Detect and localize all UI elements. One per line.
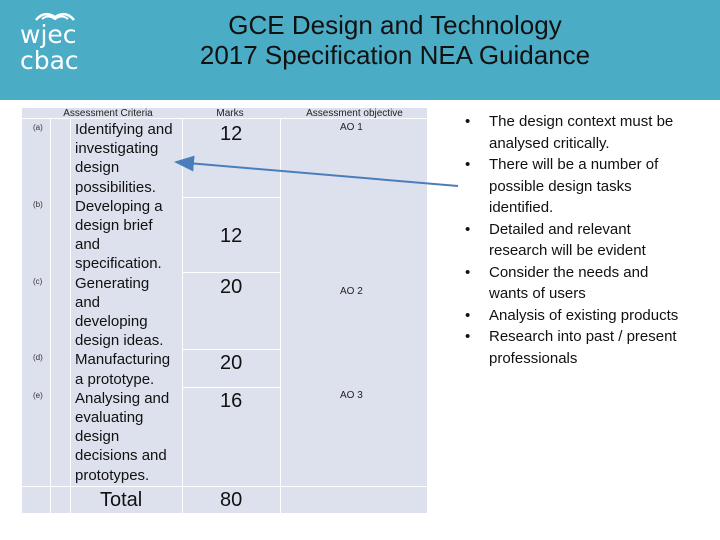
logo-book-icon — [35, 12, 75, 21]
page-title: GCE Design and Technology 2017 Specifica… — [150, 10, 640, 70]
table-divider — [280, 118, 281, 513]
logo-text-wjec: wjec — [20, 20, 77, 49]
bullet-line: Analysis of existing products — [489, 306, 679, 324]
criteria-line: developing — [75, 313, 148, 331]
criteria-line: a prototype. — [75, 370, 155, 388]
objective-ao1: AO 1 — [340, 122, 363, 133]
total-label: Total — [100, 489, 143, 511]
criteria-line: prototypes. — [75, 466, 150, 484]
bullet-item: • There will be a number of possible des… — [462, 154, 717, 219]
title-line-1: GCE Design and Technology — [228, 10, 562, 40]
criteria-line: Generating — [75, 274, 150, 292]
bullet-line: professionals — [489, 349, 578, 367]
bullet-item: • Detailed and relevant research will be… — [462, 219, 717, 262]
table-divider — [182, 272, 280, 273]
criteria-line: design — [75, 159, 120, 177]
table-divider — [22, 486, 427, 487]
header-assessment-criteria: Assessment Criteria — [63, 108, 153, 119]
marks-b: 12 — [220, 225, 243, 247]
criteria-line: design — [75, 428, 120, 446]
criteria-line: design ideas. — [75, 332, 164, 350]
marks-c: 20 — [220, 276, 243, 298]
criteria-line: evaluating — [75, 409, 144, 427]
criteria-line: investigating — [75, 140, 159, 158]
bullet-line: Consider the needs and — [489, 263, 649, 281]
criteria-line: specification. — [75, 255, 162, 273]
wjec-cbac-logo: wjec cbac — [20, 12, 90, 84]
table-divider — [70, 118, 71, 513]
criteria-line: Analysing and — [75, 389, 170, 407]
table-divider — [50, 118, 51, 513]
criteria-line: design brief — [75, 217, 153, 235]
header-banner: wjec cbac GCE Design and Technology 2017… — [0, 0, 720, 100]
guidance-bullet-list: • The design context must be analysed cr… — [462, 111, 717, 369]
objective-ao3: AO 3 — [340, 390, 363, 401]
row-letter-b: (b) — [33, 200, 43, 209]
header-marks: Marks — [216, 108, 244, 119]
marks-d: 20 — [220, 352, 243, 374]
criteria-line: and — [75, 236, 101, 254]
bullet-line: wants of users — [489, 285, 586, 302]
bullet-dot-icon: • — [465, 156, 471, 173]
table-divider — [182, 349, 280, 350]
bullet-dot-icon: • — [465, 263, 471, 281]
bullet-line: Research into past / present — [489, 328, 677, 345]
bullet-dot-icon: • — [465, 113, 471, 130]
bullet-dot-icon: • — [465, 220, 471, 238]
bullet-line: possible design tasks — [489, 177, 632, 195]
criteria-line: Developing a — [75, 197, 163, 215]
criteria-line: decisions and — [75, 447, 167, 465]
bullet-line: There will be a number of — [489, 156, 659, 173]
bullet-item: • Analysis of existing products — [462, 305, 717, 327]
bullet-line: research will be evident — [489, 242, 646, 259]
objective-ao2: AO 2 — [340, 286, 363, 297]
criteria-line: Manufacturing — [75, 351, 171, 369]
table-divider — [22, 118, 427, 119]
row-letter-c: (c) — [33, 277, 43, 286]
logo-text-cbac: cbac — [20, 46, 79, 75]
total-marks: 80 — [220, 489, 243, 511]
marks-e: 16 — [220, 390, 243, 412]
bullet-dot-icon: • — [465, 328, 471, 345]
header-assessment-objective: Assessment objective — [306, 108, 403, 119]
row-letter-d: (d) — [33, 353, 43, 362]
table-divider — [182, 387, 280, 388]
criteria-line: Identifying and — [75, 121, 173, 138]
bullet-item: • Consider the needs and wants of users — [462, 262, 717, 305]
bullet-line: Detailed and relevant — [489, 220, 631, 238]
bullet-dot-icon: • — [465, 306, 471, 324]
criteria-line: and — [75, 293, 101, 311]
bullet-line: analysed critically. — [489, 134, 610, 152]
marks-a: 12 — [220, 123, 243, 145]
bullet-item: • The design context must be analysed cr… — [462, 111, 717, 154]
criteria-line: possibilities. — [75, 178, 156, 196]
criteria-cell: Identifying and investigating design pos… — [75, 120, 173, 485]
title-line-2: 2017 Specification NEA Guidance — [199, 40, 591, 70]
row-letter-e: (e) — [33, 391, 43, 400]
table-divider — [182, 118, 183, 513]
table-divider — [182, 197, 280, 198]
bullet-line: The design context must be — [489, 113, 674, 130]
bullet-line: identified. — [489, 199, 554, 216]
row-letter-a: (a) — [33, 123, 43, 132]
bullet-item: • Research into past / present professio… — [462, 326, 717, 369]
